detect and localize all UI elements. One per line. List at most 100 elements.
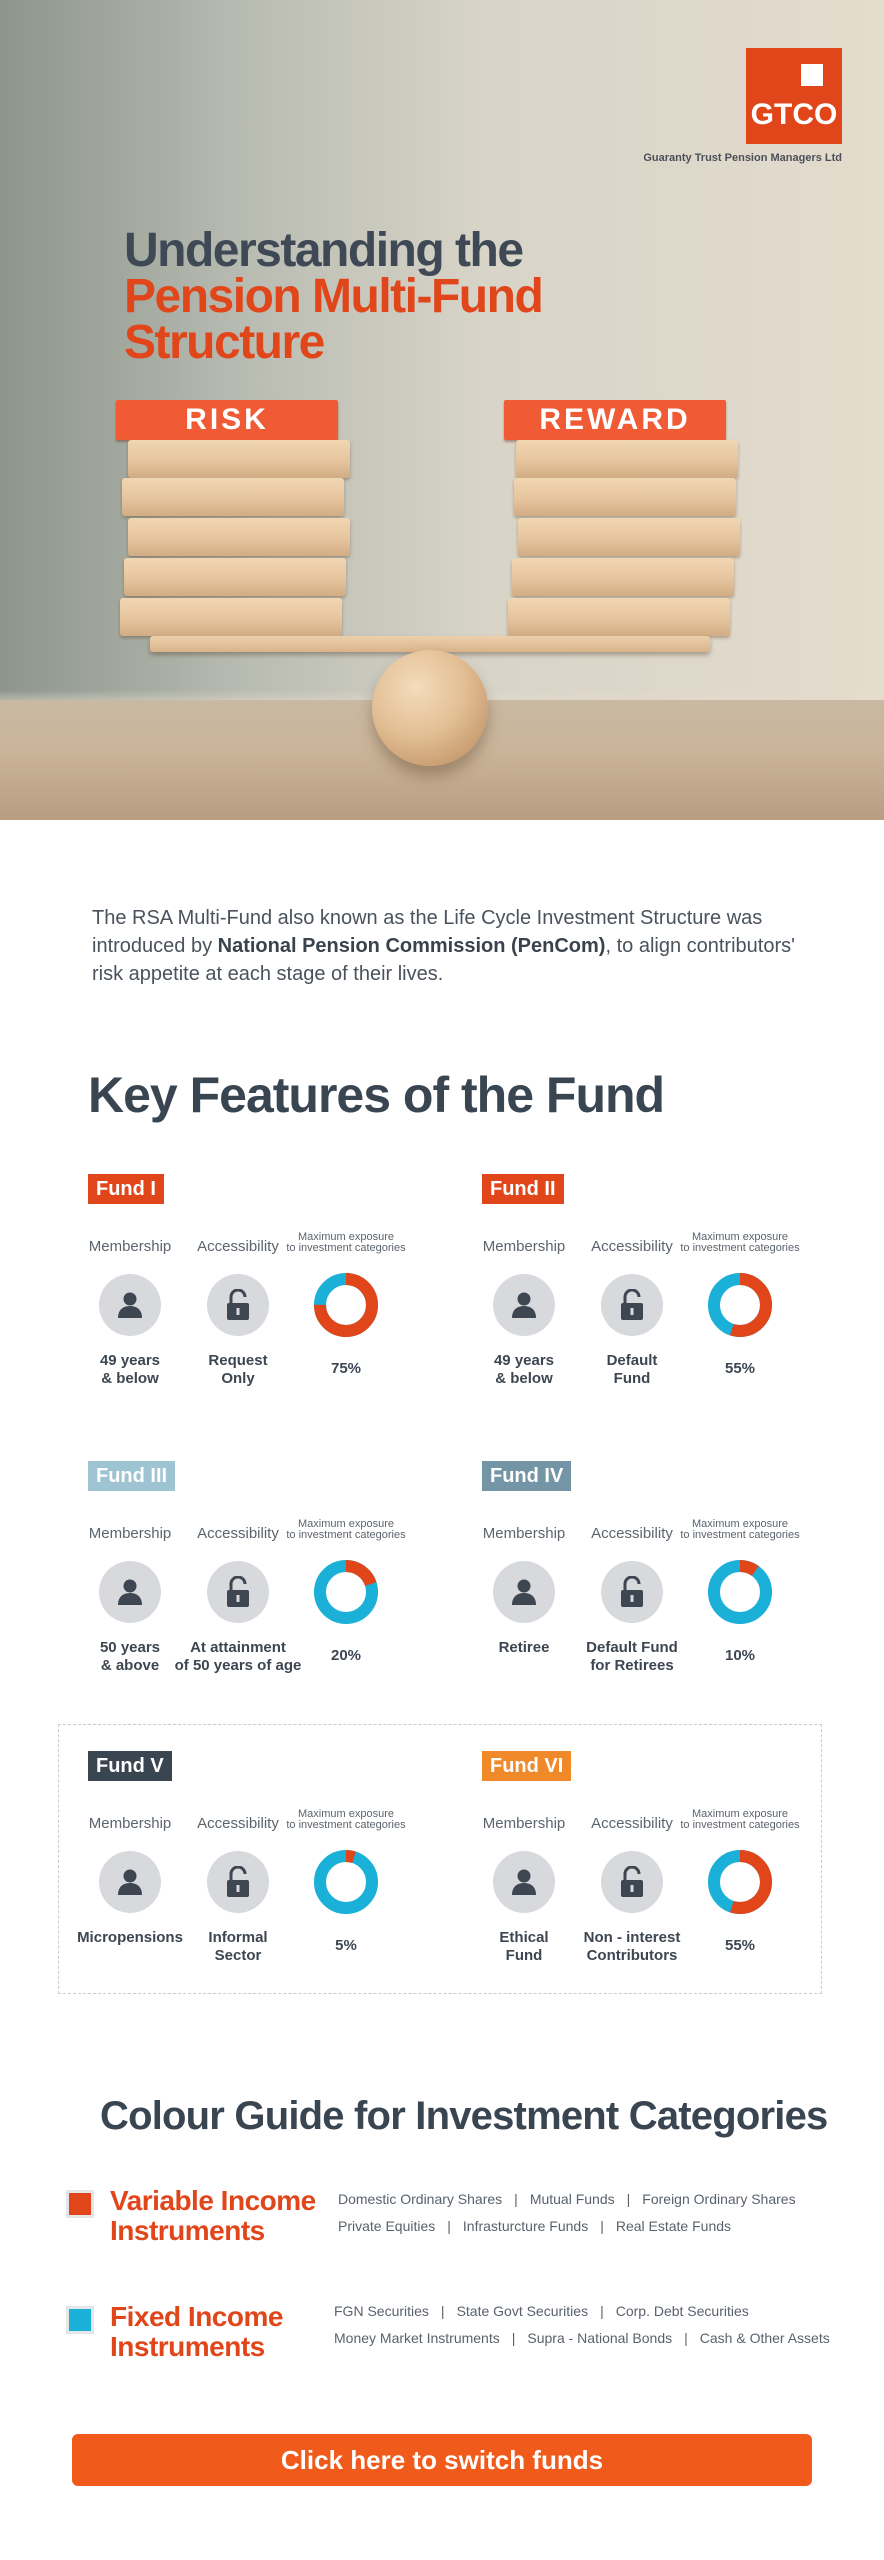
fixed-title-line2: Instruments: [110, 2331, 265, 2362]
accessibility-value-line: Only: [221, 1370, 255, 1387]
category-item: Supra - National Bonds: [527, 2330, 673, 2346]
wood-block: [514, 478, 736, 516]
accessibility-value-line: Default: [606, 1352, 658, 1369]
accessibility-icon-circle: [601, 1851, 663, 1913]
unlocked-padlock-icon: [227, 1289, 249, 1320]
accessibility-heading: Accessibility: [591, 1525, 673, 1542]
exposure-heading: Maximum exposure to investment categories: [276, 1519, 416, 1541]
exposure-value: 5%: [335, 1937, 357, 1954]
membership-heading: Membership: [482, 1815, 566, 1832]
separator: |: [626, 2191, 631, 2207]
variable-income-title: Variable Income Instruments: [110, 2186, 316, 2246]
fund-tag: Fund I: [88, 1174, 164, 1204]
exposure-heading: Maximum exposure to investment categories: [276, 1232, 416, 1254]
fund-card: Fund VI Membership Accessibility Maximum ex…: [482, 1751, 842, 1991]
person-icon: [118, 1869, 142, 1895]
category-item: Money Market Instruments: [334, 2330, 500, 2346]
accessibility-value: Default Fund for Retirees: [552, 1639, 712, 1675]
membership-value-line: Retiree: [498, 1639, 550, 1656]
features-title: Key Features of the Fund: [88, 1067, 665, 1123]
membership-icon-circle: [493, 1851, 555, 1913]
category-item: Domestic Ordinary Shares: [338, 2191, 503, 2207]
variable-title-line2: Instruments: [110, 2215, 265, 2246]
separator: |: [600, 2303, 604, 2319]
membership-value: Retiree: [454, 1639, 594, 1657]
membership-value-line: Fund: [505, 1947, 543, 1964]
fund-card: Fund IV Membership Accessibility Maximum ex…: [482, 1461, 842, 1701]
gtco-logo: GTCO: [746, 48, 842, 144]
membership-icon-circle: [99, 1274, 161, 1336]
exposure-heading: Maximum exposure to investment categories: [670, 1809, 810, 1831]
accessibility-value-line: Request: [208, 1352, 268, 1369]
variable-income-segment: [708, 1560, 772, 1624]
exposure-value: 20%: [330, 1647, 362, 1664]
unlocked-padlock-icon: [621, 1289, 643, 1320]
variable-items-row1: Domestic Ordinary Shares | Mutual Funds | Fo…: [338, 2186, 796, 2213]
membership-heading: Membership: [482, 1525, 566, 1542]
exposure-value: 10%: [724, 1647, 756, 1664]
reward-sign: REWARD: [504, 400, 726, 440]
category-item: Foreign Ordinary Shares: [642, 2191, 796, 2207]
exposure-heading-line1: Maximum exposure: [692, 1518, 788, 1530]
accessibility-icon-circle: [601, 1274, 663, 1336]
category-item: State Govt Securities: [456, 2303, 589, 2319]
membership-icon-circle: [493, 1274, 555, 1336]
accessibility-value-line: of 50 years of age: [174, 1657, 302, 1674]
exposure-heading-line1: Maximum exposure: [298, 1518, 394, 1530]
accessibility-heading: Accessibility: [197, 1815, 279, 1832]
variable-income-segment: [314, 1850, 378, 1914]
membership-value: Micropensions: [60, 1929, 200, 1947]
fund-card: Fund I Membership Accessibility Maximum exp…: [88, 1174, 448, 1414]
wood-block: [128, 440, 350, 478]
separator: |: [447, 2218, 451, 2234]
exposure-heading-line2: to investment categories: [680, 1819, 800, 1831]
membership-value: Ethical Fund: [454, 1929, 594, 1965]
membership-value-line: 50 years: [99, 1639, 161, 1656]
membership-value-line: 49 years: [99, 1352, 161, 1369]
seesaw-plank: [150, 636, 710, 652]
exposure-donut-chart: [708, 1560, 772, 1624]
switch-funds-button[interactable]: Click here to switch funds: [72, 2434, 812, 2486]
separator: |: [511, 2330, 516, 2346]
wood-block: [120, 598, 342, 636]
exposure-heading-line2: to investment categories: [286, 1529, 406, 1541]
risk-sign: RISK: [116, 400, 338, 440]
exposure-heading: Maximum exposure to investment categories: [276, 1809, 416, 1831]
membership-value: 50 years & above: [60, 1639, 200, 1675]
accessibility-value-line: Non - interest: [583, 1929, 681, 1946]
colour-guide-title: Colour Guide for Investment Categories: [100, 2094, 828, 2138]
fund-card: Fund II Membership Accessibility Maximum ex…: [482, 1174, 842, 1414]
exposure-heading-line1: Maximum exposure: [692, 1808, 788, 1820]
category-item: Cash & Other Assets: [699, 2330, 830, 2346]
membership-value: 49 years & below: [454, 1352, 594, 1388]
fund-tag: Fund V: [88, 1751, 172, 1781]
membership-value-line: & below: [101, 1370, 159, 1387]
logo-text: GTCO: [750, 98, 838, 131]
exposure-donut-chart: [314, 1850, 378, 1914]
hero-banner: GTCO Guaranty Trust Pension Managers Ltd…: [0, 0, 884, 820]
exposure-heading-line1: Maximum exposure: [298, 1231, 394, 1243]
fixed-items: FGN Securities | State Govt Securities | Cor…: [334, 2298, 830, 2352]
wood-block: [516, 440, 738, 478]
membership-value-line: Micropensions: [77, 1929, 183, 1946]
accessibility-value-line: Fund: [613, 1370, 651, 1387]
accessibility-value: At attainment of 50 years of age: [158, 1639, 318, 1675]
unlocked-padlock-icon: [227, 1576, 249, 1607]
fixed-items-row2: Money Market Instruments | Supra - Nationa…: [334, 2325, 830, 2352]
hero-title-line1: Understanding the: [124, 224, 524, 277]
hero-title-line3: Structure: [124, 316, 325, 369]
person-icon: [512, 1869, 536, 1895]
wood-block: [128, 518, 350, 556]
fund-card: Fund V Membership Accessibility Maximum exp…: [77, 1751, 448, 1991]
fixed-items-row1: FGN Securities | State Govt Securities | Cor…: [334, 2298, 830, 2325]
exposure-heading: Maximum exposure to investment categories: [670, 1232, 810, 1254]
exposure-heading-line2: to investment categories: [286, 1819, 406, 1831]
category-item: Corp. Debt Securities: [615, 2303, 749, 2319]
membership-heading: Membership: [88, 1238, 172, 1255]
fixed-income-segment: [314, 1850, 378, 1914]
accessibility-heading: Accessibility: [197, 1525, 279, 1542]
membership-icon-circle: [99, 1851, 161, 1913]
fixed-colour-swatch: [66, 2306, 94, 2334]
wooden-ball: [372, 650, 488, 766]
intro-bold: National Pension Commission (PenCom): [217, 935, 606, 957]
